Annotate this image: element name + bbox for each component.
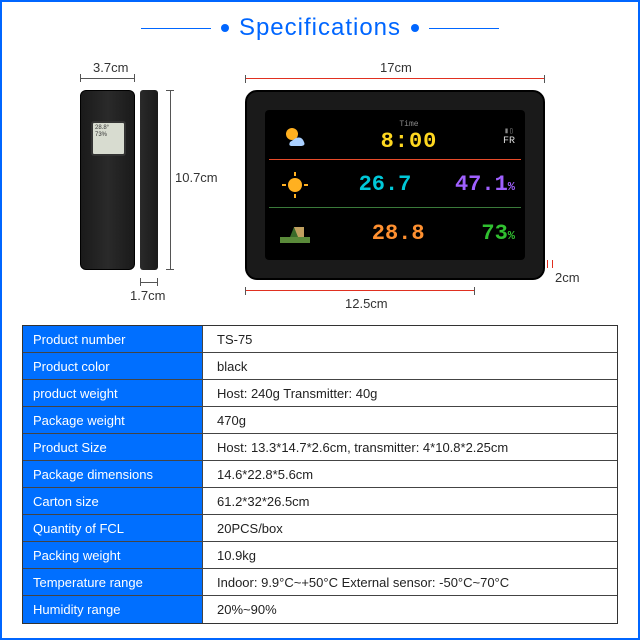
specs-table: Product numberTS-75Product colorblackpro… <box>22 325 618 624</box>
spec-key: Humidity range <box>23 596 203 623</box>
spec-row: Product SizeHost: 13.3*14.7*2.6cm, trans… <box>23 434 617 461</box>
dim-line-sensor-top <box>80 78 135 79</box>
display-diagram: 17cm Time 8:00 ▮▯ FR <box>215 60 595 310</box>
battery-icon: ▮▯ <box>504 126 514 136</box>
dim-display-screen-width: 12.5cm <box>345 296 388 311</box>
spec-key: Carton size <box>23 488 203 514</box>
spec-value: black <box>203 353 617 379</box>
spec-row: Temperature rangeIndoor: 9.9°C~+50°C Ext… <box>23 569 617 596</box>
display-temp-out: 28.8 <box>372 221 425 246</box>
header: Specifications <box>2 2 638 50</box>
spec-row: Carton size61.2*32*26.5cm <box>23 488 617 515</box>
screen-row-indoor: 26.7 47.1% <box>269 162 521 208</box>
header-line-left <box>141 28 211 29</box>
header-dot-left <box>221 24 229 32</box>
time-label: Time <box>399 120 418 129</box>
screen-row-time: Time 8:00 ▮▯ FR <box>269 114 521 160</box>
spec-row: Package dimensions14.6*22.8*5.6cm <box>23 461 617 488</box>
sensor-screen: 28.8° 73% <box>91 121 126 156</box>
spec-key: Product number <box>23 326 203 352</box>
dim-display-depth: 2cm <box>555 270 580 285</box>
spec-row: Product numberTS-75 <box>23 326 617 353</box>
sensor-temp: 28.8° <box>95 125 122 132</box>
spec-row: Quantity of FCL20PCS/box <box>23 515 617 542</box>
forecast-icon <box>275 117 315 157</box>
spec-value: 20PCS/box <box>203 515 617 541</box>
sensor-diagram: 3.7cm 10.7cm 28.8° 73% 1.7cm <box>45 60 185 310</box>
spec-value: 470g <box>203 407 617 433</box>
dim-line-display-bottom <box>245 290 475 291</box>
header-dot-right <box>411 24 419 32</box>
dim-sensor-width: 3.7cm <box>93 60 128 75</box>
display-temp-in: 26.7 <box>359 172 412 197</box>
spec-row: product weightHost: 240g Transmitter: 40… <box>23 380 617 407</box>
spec-value: 61.2*32*26.5cm <box>203 488 617 514</box>
spec-row: Humidity range20%~90% <box>23 596 617 623</box>
display-time: 8:00 <box>381 129 438 154</box>
header-line-right <box>429 28 499 29</box>
spec-value: Indoor: 9.9°C~+50°C External sensor: -50… <box>203 569 617 595</box>
spec-row: Product colorblack <box>23 353 617 380</box>
display-body: Time 8:00 ▮▯ FR 26.7 47.1% <box>245 90 545 280</box>
sensor-hum: 73% <box>95 132 122 139</box>
screen-row-outdoor: 28.8 73% <box>269 210 521 256</box>
spec-value: 14.6*22.8*5.6cm <box>203 461 617 487</box>
spec-value: 20%~90% <box>203 596 617 623</box>
spec-key: Package dimensions <box>23 461 203 487</box>
spec-row: Packing weight10.9kg <box>23 542 617 569</box>
dim-line-sensor-depth <box>140 282 158 283</box>
display-screen: Time 8:00 ▮▯ FR 26.7 47.1% <box>265 110 525 260</box>
display-hum-in: 47.1% <box>455 172 515 197</box>
dim-line-display-depth <box>547 260 553 268</box>
dim-sensor-depth: 1.7cm <box>130 288 165 303</box>
outdoor-icon <box>275 213 315 253</box>
spec-row: Package weight470g <box>23 407 617 434</box>
dim-sensor-height: 10.7cm <box>175 170 218 185</box>
dim-display-width: 17cm <box>380 60 412 75</box>
dim-line-sensor-height <box>170 90 171 270</box>
page-title: Specifications <box>239 14 401 42</box>
spec-key: Quantity of FCL <box>23 515 203 541</box>
spec-value: Host: 240g Transmitter: 40g <box>203 380 617 406</box>
display-hum-out: 73% <box>481 221 515 246</box>
product-images: 3.7cm 10.7cm 28.8° 73% 1.7cm 17cm Time <box>2 50 638 325</box>
spec-key: Product Size <box>23 434 203 460</box>
sun-icon <box>275 165 315 205</box>
sensor-body: 28.8° 73% <box>80 90 135 270</box>
spec-key: Product color <box>23 353 203 379</box>
spec-key: product weight <box>23 380 203 406</box>
spec-key: Temperature range <box>23 569 203 595</box>
sensor-side-view <box>140 90 158 270</box>
spec-key: Package weight <box>23 407 203 433</box>
spec-value: Host: 13.3*14.7*2.6cm, transmitter: 4*10… <box>203 434 617 460</box>
spec-key: Packing weight <box>23 542 203 568</box>
display-day: FR <box>503 136 515 147</box>
spec-value: TS-75 <box>203 326 617 352</box>
dim-line-display-top <box>245 78 545 79</box>
spec-value: 10.9kg <box>203 542 617 568</box>
